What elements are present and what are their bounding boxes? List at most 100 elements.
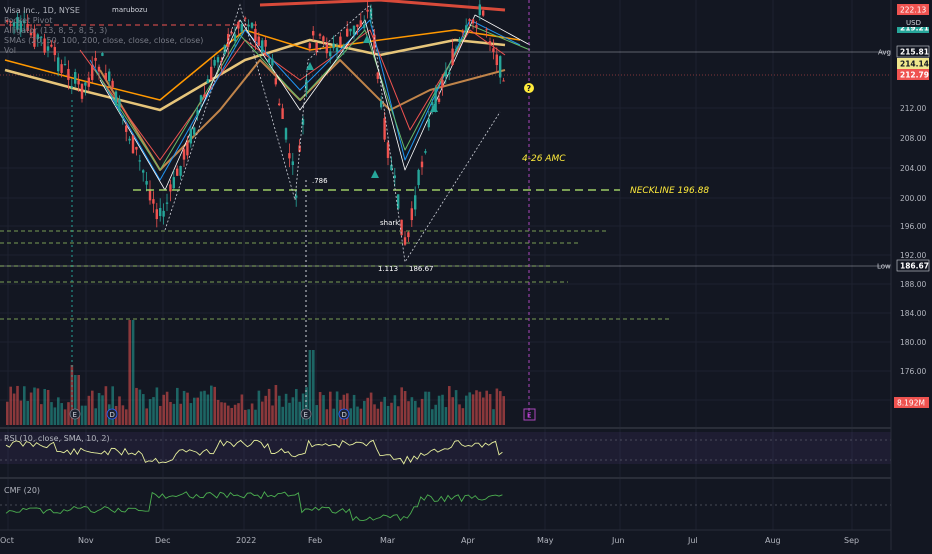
price-badge <box>897 69 929 80</box>
moving-average-line <box>99 14 531 191</box>
volume-bar <box>244 409 247 425</box>
time-label: Apr <box>461 536 476 545</box>
volume-bar <box>223 402 227 425</box>
cmf-legend[interactable]: CMF (20) <box>4 486 41 495</box>
candle-body <box>250 22 254 28</box>
candle-body <box>451 48 454 65</box>
time-label: Mar <box>380 536 396 545</box>
question-marker[interactable] <box>524 83 534 93</box>
rsi-pane[interactable]: 42.1780.00 <box>0 427 929 465</box>
candle-body <box>475 25 478 28</box>
candle-body <box>233 34 237 42</box>
volume-bar <box>257 390 261 425</box>
volume-bar <box>492 409 495 425</box>
volume-bar <box>315 405 318 425</box>
candle-body <box>193 127 196 135</box>
volume-bar <box>186 392 189 425</box>
time-label: Jun <box>611 536 625 545</box>
up-triangle <box>371 170 379 178</box>
indicator-alligator[interactable]: Alligator (13, 8, 5, 8, 5, 3) <box>4 26 108 35</box>
volume-bar <box>407 401 410 425</box>
candle-body <box>356 24 359 27</box>
time-label: Dec <box>155 536 170 545</box>
price-axis[interactable] <box>891 0 932 550</box>
upcoming-earnings-marker[interactable]: E <box>523 408 536 421</box>
candle-body <box>380 100 383 108</box>
top-price-badge <box>897 4 929 15</box>
candle-body <box>390 164 393 171</box>
candle-body <box>118 99 121 112</box>
candle-body <box>227 33 230 47</box>
volume-bar <box>121 405 125 425</box>
indicator-pocket-pivot[interactable]: Pocket Pivot <box>4 16 53 25</box>
volume-bar <box>325 409 329 425</box>
candle-body <box>94 57 97 61</box>
candle-body <box>322 36 325 42</box>
volume-bar <box>376 408 380 425</box>
volume-bar <box>67 402 70 425</box>
candle-body <box>376 72 379 79</box>
candle-body <box>488 41 492 45</box>
volume-bar <box>475 390 478 425</box>
time-label: Nov <box>78 536 94 545</box>
volume-bar <box>142 394 145 425</box>
volume-bar <box>50 402 53 425</box>
symbol-line[interactable]: Visa Inc., 1D, NYSE <box>4 6 80 15</box>
candle-body <box>84 82 87 86</box>
grid <box>0 0 891 530</box>
volume-bar <box>29 392 33 425</box>
volume-bar <box>26 400 29 425</box>
candle-body <box>393 175 396 179</box>
earnings-marker[interactable]: E <box>300 408 312 420</box>
dividend-marker[interactable]: D <box>338 408 350 420</box>
candle-body <box>346 28 349 37</box>
price-badge-label: 215.81 <box>900 48 929 57</box>
svg-text:E: E <box>527 412 531 420</box>
avg-label: Avg <box>878 49 891 57</box>
time-label: Feb <box>308 536 322 545</box>
volume-bar <box>210 385 213 425</box>
currency-badge-label: USD <box>906 19 921 27</box>
volume-bar <box>125 409 128 425</box>
candle-body <box>465 25 468 31</box>
question-marker-text: ? <box>527 84 532 93</box>
candle-body <box>383 118 386 140</box>
candle-body <box>400 219 403 236</box>
candle-body <box>60 64 63 73</box>
volume-bar <box>261 401 264 425</box>
volume-bar <box>80 405 84 425</box>
volume-bar <box>94 408 97 425</box>
candle-body <box>485 29 488 31</box>
candle-body <box>407 232 410 238</box>
candle-body <box>301 119 305 125</box>
volume-bar <box>417 407 420 425</box>
volume-bar <box>458 404 461 425</box>
candle-body <box>80 83 84 99</box>
rsi-legend[interactable]: RSI (10, close, SMA, 10, 2) <box>4 434 110 443</box>
time-label: Aug <box>765 536 781 545</box>
earnings-marker[interactable]: E <box>69 408 81 420</box>
moving-average-line <box>4 38 506 112</box>
legend[interactable]: Visa Inc., 1D, NYSE Pocket Pivot Alligat… <box>4 6 203 56</box>
candle-body <box>366 9 369 12</box>
candle-body <box>237 21 240 29</box>
candle-body <box>359 20 362 27</box>
price-tick: 212.00 <box>900 104 926 113</box>
candle-body <box>352 25 356 35</box>
price-tick: 204.00 <box>900 164 926 173</box>
volume-bar <box>434 404 437 425</box>
indicator-smas[interactable]: SMAs (20, 50, 100, 200, close, close, cl… <box>4 36 204 45</box>
volume-bar <box>84 405 87 425</box>
candle-body <box>318 34 322 36</box>
time-axis[interactable]: Oct Nov Dec 2022 Feb Mar Apr May Jun Jul Aug Sep <box>0 536 859 545</box>
volume-bar <box>397 406 400 425</box>
indicator-vol[interactable]: Vol <box>4 46 16 55</box>
candle-body <box>148 189 152 201</box>
dividend-marker[interactable]: D <box>106 408 118 420</box>
volume-bar <box>152 397 155 425</box>
candle-body <box>278 103 281 106</box>
candle-body <box>128 138 131 141</box>
volume-bar <box>444 407 448 425</box>
